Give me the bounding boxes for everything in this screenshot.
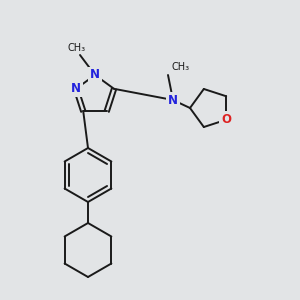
Text: CH₃: CH₃: [68, 43, 86, 53]
Text: N: N: [90, 68, 100, 82]
Text: N: N: [168, 94, 178, 106]
Text: O: O: [221, 113, 231, 126]
Text: N: N: [71, 82, 81, 95]
Text: CH₃: CH₃: [171, 62, 189, 72]
